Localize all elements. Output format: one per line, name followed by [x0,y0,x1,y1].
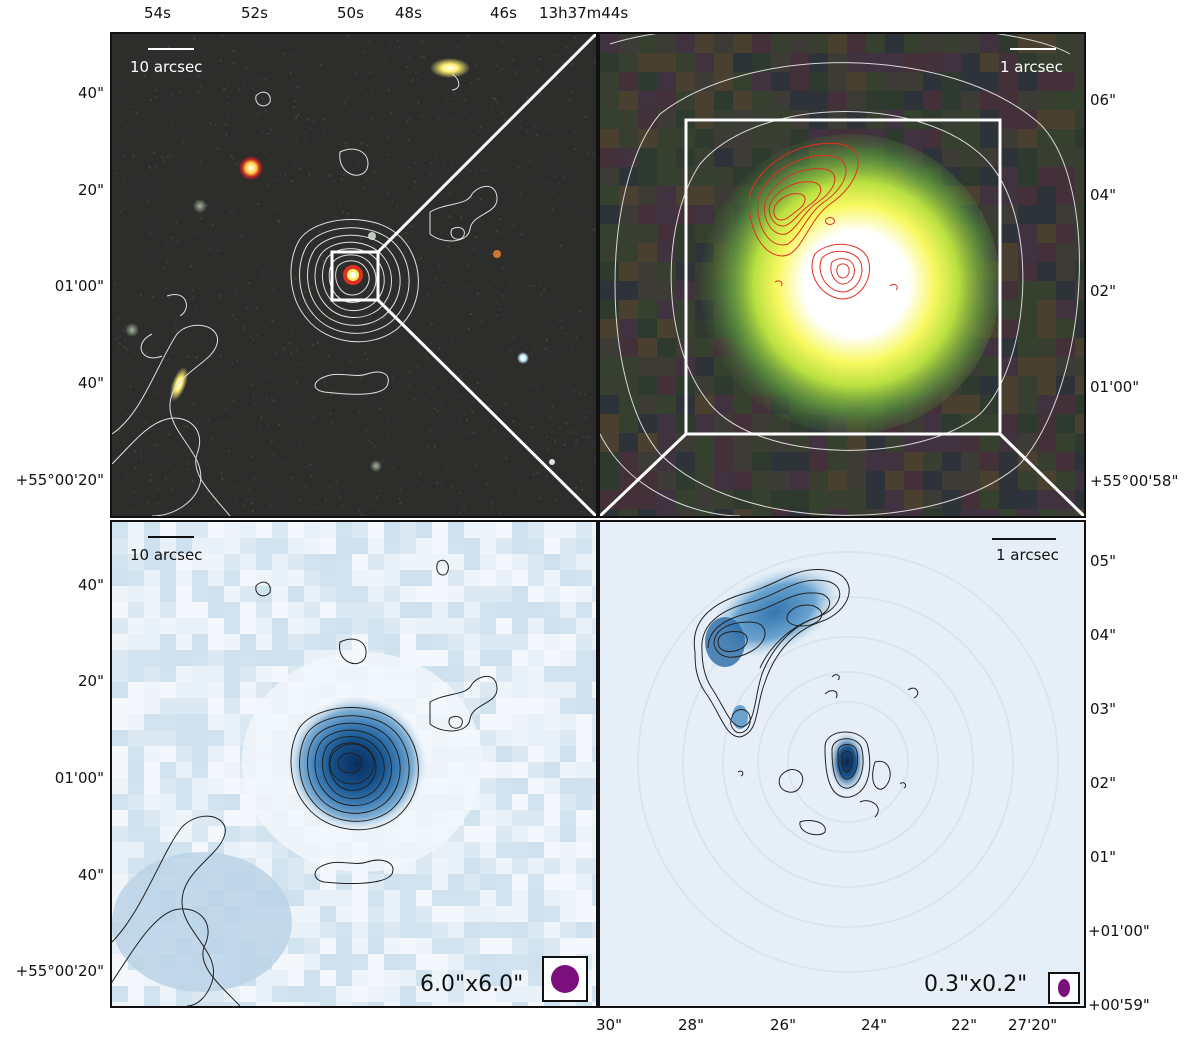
right-axis-tick: 02" [1090,774,1116,792]
galaxy-faint [370,460,382,472]
star-orange [493,250,501,258]
top-axis-tick: 50s [337,4,364,22]
right-axis-tick: +01'00" [1088,922,1150,940]
bottom-axis-tick: 22" [951,1016,977,1034]
beam-size-label: 0.3"x0.2" [924,972,1028,997]
beam-ellipse [1058,979,1070,997]
radio-source [287,696,427,832]
contours [112,559,498,1006]
left-axis-tick: 20" [78,181,104,199]
beam-ellipse [551,965,579,993]
left-axis-tick: 01'00" [54,277,104,295]
top-axis-tick: 46s [490,4,517,22]
right-axis-tick: +00'59" [1088,996,1150,1014]
right-axis-tick: 01'00" [1090,378,1140,396]
galaxy-bright [430,58,470,78]
left-axis-tick: +55°00'20" [15,471,104,489]
right-axis-tick: 01" [1090,848,1116,866]
left-axis-tick: 40" [78,84,104,102]
radio-core [829,732,865,792]
left-axis-tick: 40" [78,576,104,594]
galaxy-faint [193,199,207,213]
radio-highres-panel: 1 arcsec 0.3"x0.2" [598,520,1086,1008]
scale-label: 1 arcsec [1000,58,1063,76]
galaxy-edge-on [169,366,189,402]
beam-box [1048,972,1080,1004]
galaxy-faint [125,323,139,337]
optical-zoom-image [600,34,1084,516]
right-axis-tick: 04" [1090,626,1116,644]
radio-highres-map [600,522,1084,1006]
zoom-box [684,118,1002,436]
scale-label: 1 arcsec [996,546,1059,564]
bottom-axis-tick: 24" [861,1016,887,1034]
bottom-axis-tick: 28" [678,1016,704,1034]
top-axis-tick: 13h37m44s [539,4,629,22]
right-axis-tick: 06" [1090,91,1116,109]
left-axis-tick: 40" [78,866,104,884]
right-axis-tick: 05" [1090,552,1116,570]
radio-contours [600,34,1080,516]
star-red [239,156,263,180]
optical-zoom-panel: 1 arcsec [598,32,1086,518]
top-axis-tick: 54s [144,4,171,22]
right-axis-tick: 03" [1090,700,1116,718]
beam-box [542,956,588,1002]
right-axis-tick: 02" [1090,282,1116,300]
left-axis-tick: 40" [78,374,104,392]
left-axis-tick: +55°00'20" [15,962,104,980]
optical-wide-field-panel: 10 arcsec [110,32,598,518]
left-axis-tick: 20" [78,672,104,690]
left-axis-tick: 01'00" [54,769,104,787]
beam-size-label: 6.0"x6.0" [420,972,524,997]
radio-lowres-panel: 10 arcsec 6.0"x6.0" [110,520,598,1008]
right-axis-tick: +55°00'58" [1090,472,1179,490]
bottom-axis-tick: 26" [770,1016,796,1034]
vlbi-contours [748,142,898,300]
galaxy-core [700,134,1000,434]
zoom-box [330,250,380,302]
radio-lowres-map [112,522,596,1006]
right-axis-tick: 04" [1090,186,1116,204]
scale-label: 10 arcsec [130,58,203,76]
star-small [549,459,555,465]
scale-label: 10 arcsec [130,546,203,564]
star-white [517,352,529,364]
bottom-axis-tick: 30" [596,1016,622,1034]
contours [693,568,919,836]
bottom-axis-tick: 27'20" [1008,1016,1058,1034]
optical-wide-field-image [112,34,596,516]
top-axis-tick: 48s [395,4,422,22]
top-axis-tick: 52s [241,4,268,22]
